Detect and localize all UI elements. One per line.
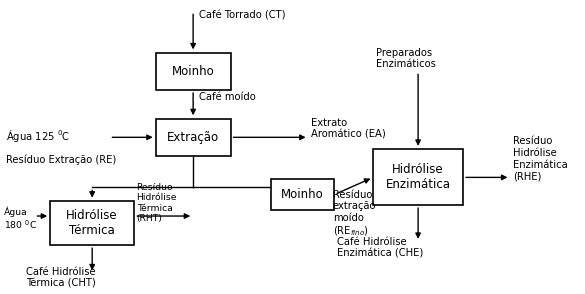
Text: Moinho: Moinho: [281, 188, 324, 201]
Text: Café Hidrólise
Enzimática (CHE): Café Hidrólise Enzimática (CHE): [338, 237, 424, 258]
Text: Resíduo Extração (RE): Resíduo Extração (RE): [6, 155, 116, 166]
Text: Extrato
Aromático (EA): Extrato Aromático (EA): [311, 118, 386, 140]
Text: Café Hidrólise
Térmica (CHT): Café Hidrólise Térmica (CHT): [26, 267, 95, 289]
Text: Café moído: Café moído: [199, 92, 256, 102]
Text: Resíduo
Hidrólise
Enzimática
(RHE): Resíduo Hidrólise Enzimática (RHE): [513, 136, 568, 181]
Text: Resíduo
Hidrólise
Térmica
(RHT): Resíduo Hidrólise Térmica (RHT): [137, 183, 177, 223]
Text: Preparados
Enzimáticos: Preparados Enzimáticos: [376, 48, 436, 69]
FancyBboxPatch shape: [156, 119, 230, 156]
Text: Hidrólise
Enzimática: Hidrólise Enzimática: [386, 163, 450, 191]
Text: Água
180 $^0$C: Água 180 $^0$C: [4, 206, 37, 231]
Text: Café Torrado (CT): Café Torrado (CT): [199, 11, 285, 21]
FancyBboxPatch shape: [156, 53, 230, 90]
FancyBboxPatch shape: [373, 149, 463, 205]
Text: Resíduo
extração
moído
(RE$_{fino}$): Resíduo extração moído (RE$_{fino}$): [333, 190, 376, 238]
FancyBboxPatch shape: [271, 179, 335, 210]
Text: Hidrólise
Térmica: Hidrólise Térmica: [66, 209, 118, 237]
Text: Extração: Extração: [167, 131, 219, 144]
Text: Água 125 $^0$C: Água 125 $^0$C: [6, 128, 70, 144]
Text: Moinho: Moinho: [172, 65, 215, 78]
FancyBboxPatch shape: [50, 201, 134, 245]
